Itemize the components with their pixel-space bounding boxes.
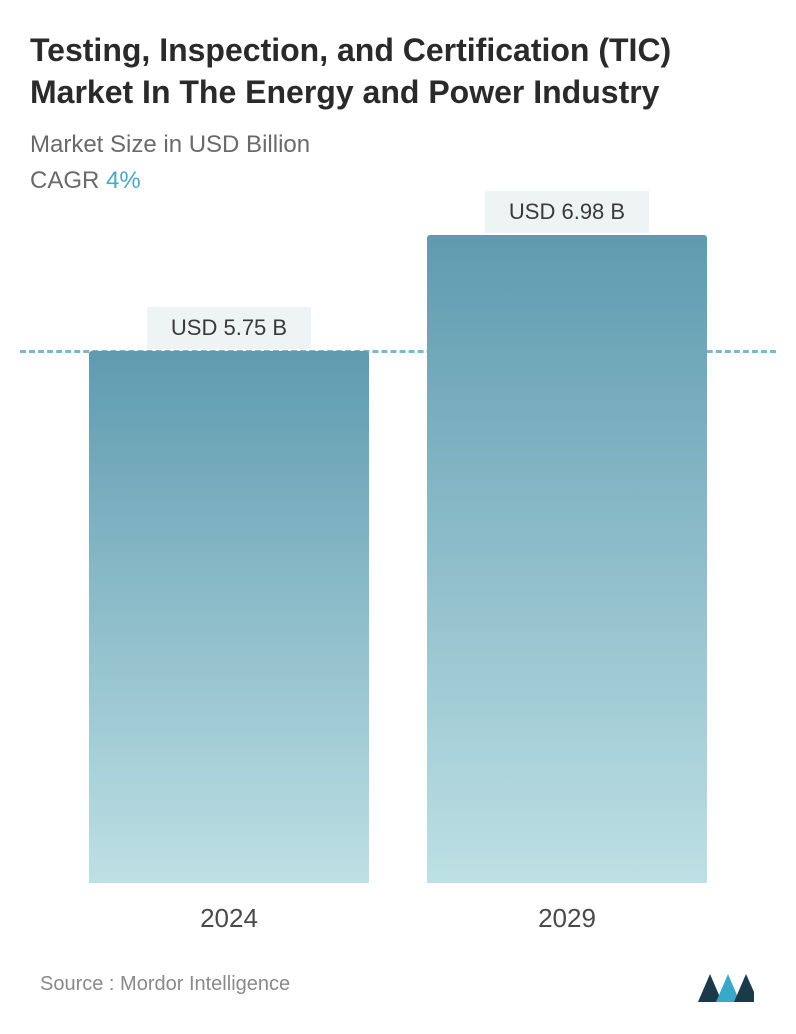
bar-1 [427,235,707,883]
footer: Source : Mordor Intelligence [30,934,766,1014]
bar-label-0: USD 5.75 B [147,307,311,349]
cagr-line: CAGR 4% [30,167,766,195]
cagr-label: CAGR [30,167,99,194]
x-label-0: 2024 [89,903,369,934]
cagr-value: 4% [106,167,141,194]
chart-subtitle: Market Size in USD Billion [30,131,766,159]
bar-group-0: USD 5.75 B [89,235,369,883]
chart-title: Testing, Inspection, and Certification (… [30,30,766,113]
bars-container: USD 5.75 B USD 6.98 B [40,235,756,883]
bar-0 [89,351,369,884]
x-label-1: 2029 [427,903,707,934]
bar-group-1: USD 6.98 B [427,235,707,883]
brand-logo [696,964,756,1004]
source-text: Source : Mordor Intelligence [40,973,290,996]
logo-icon [696,964,756,1004]
bar-label-1: USD 6.98 B [485,191,649,233]
chart-area: USD 5.75 B USD 6.98 B [40,235,756,883]
x-axis-labels: 2024 2029 [30,883,766,934]
